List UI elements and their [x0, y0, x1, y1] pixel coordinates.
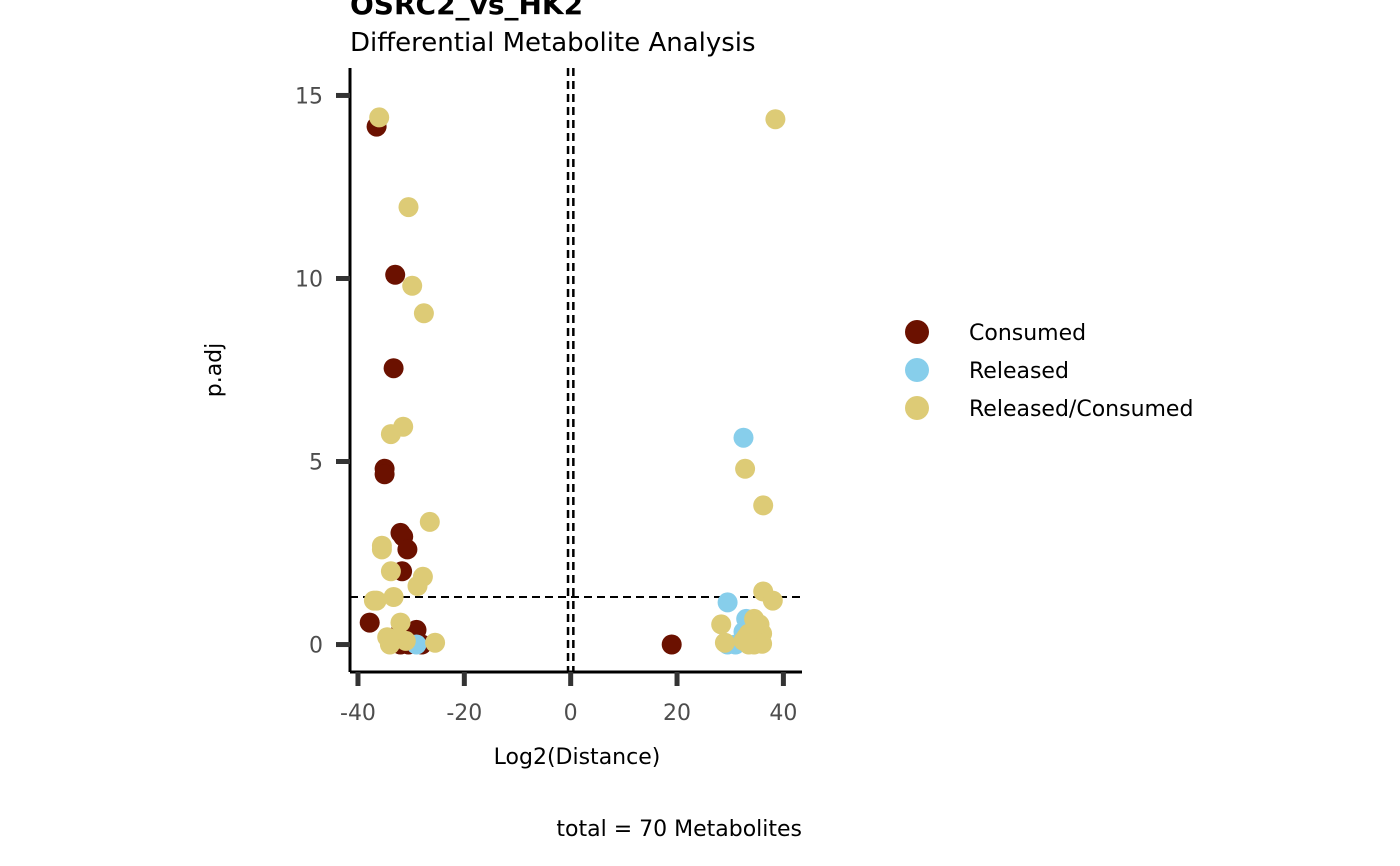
point-2-43 [736, 627, 757, 648]
point-2-6 [419, 511, 440, 532]
point-2-21 [765, 109, 786, 130]
y-tick-label-2: 10 [295, 267, 323, 292]
point-2-9 [380, 561, 401, 582]
point-2-26 [711, 614, 732, 635]
point-0-7 [397, 539, 418, 560]
legend: Consumed Released Released/Consumed [905, 320, 1193, 422]
legend-label-2: Released/Consumed [969, 397, 1193, 422]
point-2-23 [753, 495, 774, 516]
x-tick-label-0: -40 [340, 701, 376, 726]
point-1-1 [717, 592, 738, 613]
x-tick-label-3: 20 [663, 701, 691, 726]
point-2-41 [745, 612, 766, 633]
legend-key-2 [905, 396, 929, 420]
y-tick-label-3: 15 [295, 84, 323, 109]
y-tick-label-0: 0 [309, 634, 323, 659]
chart-title: OSRC2_vs_HK2 [350, 0, 583, 21]
data-points [359, 107, 786, 655]
point-1-0 [733, 427, 754, 448]
x-tick-label-4: 40 [769, 701, 797, 726]
point-2-25 [762, 590, 783, 611]
x-tick-label-2: 0 [564, 701, 578, 726]
point-2-22 [735, 458, 756, 479]
point-0-18 [661, 634, 682, 655]
legend-label-0: Consumed [969, 321, 1086, 346]
legend-label-1: Released [969, 359, 1069, 384]
point-2-19 [425, 632, 446, 653]
point-2-18 [395, 630, 416, 651]
point-2-42 [714, 632, 735, 653]
point-2-15 [390, 612, 411, 633]
point-2-8 [371, 539, 392, 560]
point-2-2 [402, 275, 423, 296]
legend-key-1 [905, 358, 929, 382]
point-2-12 [383, 587, 404, 607]
legend-key-0 [905, 320, 929, 344]
x-tick-label-1: -20 [446, 701, 482, 726]
y-axis-title: p.adj [202, 343, 227, 398]
axes [348, 68, 802, 674]
point-2-1 [398, 197, 419, 218]
point-2-3 [413, 303, 434, 324]
point-0-1 [385, 264, 406, 285]
x-axis-ticks: -40 -20 0 20 40 [340, 672, 797, 726]
point-0-2 [383, 358, 404, 379]
point-0-4 [374, 464, 395, 485]
chart-subtitle: Differential Metabolite Analysis [350, 28, 756, 58]
x-axis-title: Log2(Distance) [494, 745, 661, 770]
chart-caption: total = 70 Metabolites [556, 817, 802, 842]
reference-lines [350, 68, 802, 672]
point-2-11 [407, 576, 428, 596]
y-tick-label-1: 5 [309, 451, 323, 476]
point-2-0 [369, 107, 390, 128]
point-2-14 [366, 590, 387, 611]
y-axis-ticks: 0 5 10 15 [295, 84, 350, 659]
point-2-20 [379, 634, 400, 655]
point-2-5 [380, 424, 401, 445]
point-0-9 [359, 612, 380, 633]
